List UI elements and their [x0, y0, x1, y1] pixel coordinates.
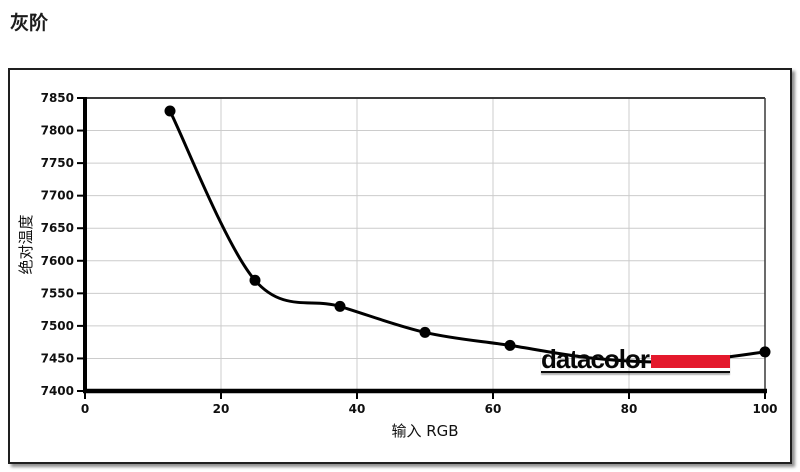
datacolor-logo-text: datacolor [541, 344, 650, 374]
y-tick-label: 7850 [41, 91, 74, 105]
datacolor-logo-red-bar [651, 355, 731, 368]
y-tick-label: 7400 [41, 384, 74, 398]
data-point [334, 300, 346, 312]
page-title: 灰阶 [10, 13, 49, 34]
y-tick-label: 7750 [41, 156, 74, 170]
y-tick-label: 7800 [41, 124, 74, 138]
x-tick-label: 0 [81, 402, 89, 416]
data-point [249, 274, 261, 286]
grayscale-chart-panel: 7400 7450 7500 7550 7600 7650 7700 7750 7800 7850… [8, 68, 792, 464]
x-tick-label: 80 [621, 402, 638, 416]
data-point [504, 339, 516, 351]
data-point [419, 326, 431, 338]
data-point [164, 105, 176, 117]
x-tick-label: 20 [213, 402, 230, 416]
y-tick-label: 7700 [41, 189, 74, 203]
x-tick-label: 40 [349, 402, 366, 416]
data-point [759, 346, 771, 358]
x-axis-title: 输入 RGB [391, 422, 458, 440]
datacolor-watermark: datacolor [541, 344, 731, 374]
y-tick-label: 7650 [41, 221, 74, 235]
y-tick-label: 7450 [41, 351, 74, 365]
y-tick-label: 7500 [41, 319, 74, 333]
y-tick-label: 7600 [41, 254, 74, 268]
series-curve [168, 110, 766, 364]
x-tick-label: 100 [752, 402, 777, 416]
y-tick-label: 7550 [41, 286, 74, 300]
chart-svg: 7400 7450 7500 7550 7600 7650 7700 7750 7800 7850… [17, 91, 778, 440]
y-axis-title: 绝对温度 [17, 214, 35, 274]
x-tick-label: 60 [485, 402, 502, 416]
